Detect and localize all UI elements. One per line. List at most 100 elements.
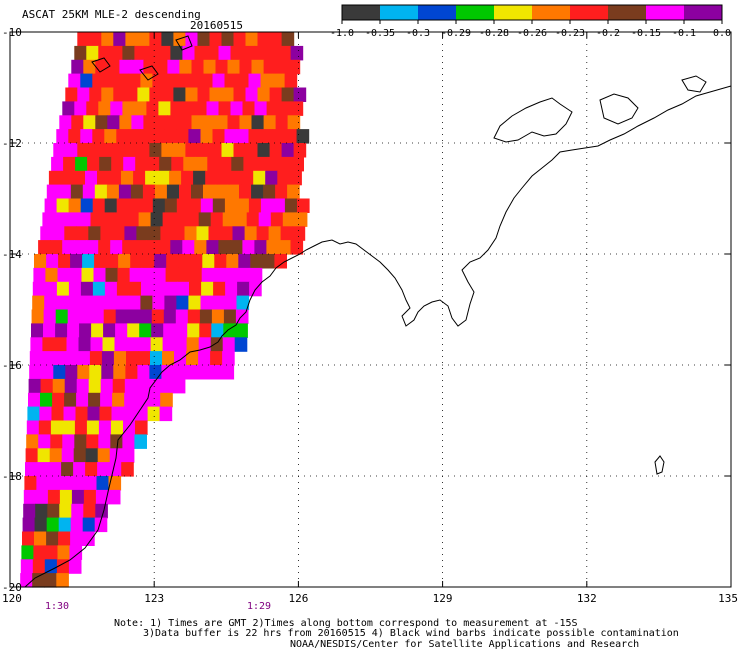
data-cell	[110, 45, 123, 61]
data-cell	[294, 212, 308, 227]
data-cell	[225, 267, 239, 283]
data-cell	[257, 87, 271, 102]
data-cell	[76, 378, 90, 394]
data-cell	[125, 32, 138, 47]
data-cell	[189, 267, 203, 283]
data-cell	[281, 87, 295, 102]
data-cell	[124, 392, 137, 408]
data-cell	[65, 143, 78, 158]
data-cell	[56, 198, 70, 213]
data-cell	[76, 392, 89, 408]
data-cell	[68, 295, 81, 311]
data-cell	[137, 87, 150, 102]
data-cell	[199, 323, 212, 338]
pass-time-label: 1:29	[247, 601, 271, 612]
data-cell	[86, 45, 99, 61]
data-cell	[48, 170, 62, 186]
data-cell	[95, 489, 109, 505]
data-cell	[85, 448, 99, 463]
data-cell	[198, 337, 212, 352]
data-cell	[62, 101, 75, 116]
colorbar-swatch	[646, 5, 685, 20]
data-cell	[21, 545, 34, 560]
data-cell	[141, 281, 154, 297]
data-cell	[111, 406, 125, 422]
data-cell	[121, 448, 135, 463]
colorbar-label: 0.0	[713, 28, 731, 39]
data-cell	[55, 323, 68, 338]
data-cell	[161, 87, 174, 102]
data-cell	[92, 129, 105, 144]
data-cell	[161, 365, 174, 380]
data-cell	[256, 226, 270, 241]
data-cell	[113, 365, 126, 380]
data-cell	[265, 170, 278, 186]
data-cell	[104, 73, 117, 89]
graticule	[9, 31, 732, 588]
data-cell	[122, 101, 135, 116]
data-cell	[122, 45, 135, 61]
data-cell	[188, 73, 201, 89]
data-cell	[40, 226, 53, 241]
data-cell	[194, 101, 208, 116]
data-cell	[33, 267, 46, 283]
product-title: ASCAT 25KM MLE-2 descending	[22, 8, 201, 21]
data-cell	[162, 351, 175, 366]
data-cell	[139, 323, 152, 338]
data-cell	[117, 267, 131, 283]
data-cell	[147, 156, 160, 172]
data-cell	[113, 351, 127, 366]
data-cell	[152, 198, 166, 213]
data-cell	[52, 226, 65, 241]
data-cell	[25, 462, 38, 477]
data-cell	[248, 198, 262, 213]
data-cell	[108, 476, 122, 491]
data-cell	[272, 129, 286, 144]
data-cell	[167, 59, 180, 75]
data-cell	[124, 226, 137, 241]
data-cell	[28, 392, 41, 408]
data-cell	[278, 45, 292, 61]
data-cell	[123, 420, 136, 435]
data-cell	[77, 32, 90, 47]
colorbar-label: -0.26	[517, 28, 547, 39]
data-cell	[61, 448, 75, 463]
data-cell	[194, 45, 208, 61]
data-cell	[174, 212, 188, 227]
data-cell	[116, 198, 130, 213]
data-cell	[200, 198, 214, 213]
data-cell	[85, 462, 98, 477]
colorbar-swatch	[418, 5, 457, 20]
data-cell	[76, 226, 89, 241]
data-cell	[123, 406, 137, 422]
data-cell	[82, 254, 95, 269]
data-cell	[224, 129, 238, 144]
data-cell	[203, 184, 216, 200]
data-cell	[131, 115, 144, 130]
data-cell	[234, 337, 248, 352]
data-cell	[115, 309, 129, 324]
data-cell	[147, 406, 161, 422]
data-cell	[177, 281, 190, 297]
data-cell	[254, 240, 267, 255]
data-cell	[61, 462, 74, 477]
data-cell	[65, 365, 78, 380]
coastline-segment	[654, 455, 665, 475]
data-cell	[197, 365, 211, 380]
data-cell	[211, 323, 224, 338]
data-cell	[250, 254, 263, 269]
data-cell	[59, 489, 73, 505]
data-cell	[191, 184, 204, 200]
data-cell	[138, 337, 152, 352]
data-cell	[40, 392, 53, 408]
colorbar-swatch	[342, 5, 381, 20]
data-cell	[210, 212, 224, 227]
data-cell	[254, 45, 268, 61]
data-cell	[187, 309, 201, 324]
data-cell	[101, 365, 114, 380]
data-cell	[110, 420, 124, 435]
data-cell	[224, 198, 238, 213]
data-cell	[267, 156, 280, 172]
